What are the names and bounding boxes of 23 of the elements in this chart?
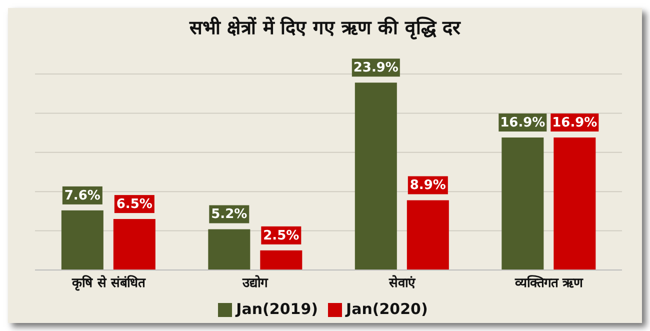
x-tick-label: उद्योग [242, 275, 269, 292]
data-label: 23.9% [353, 60, 398, 76]
x-tick-label: सेवाएं [388, 275, 416, 292]
data-label: 16.9% [500, 116, 546, 131]
data-label: 8.9% [410, 178, 446, 194]
bar [260, 250, 302, 270]
chart-title: सभी क्षेत्रों में दिए गए ऋण की वृद्धि दर [188, 16, 462, 42]
legend-label: Jan(2020) [346, 300, 428, 318]
bar [208, 229, 250, 270]
bar [113, 219, 156, 270]
x-tick-label: कृषि से संबंधित [70, 275, 146, 292]
bar [554, 138, 596, 270]
bar [61, 210, 104, 270]
bar [354, 82, 397, 270]
data-label: 7.6% [64, 188, 100, 204]
data-label: 5.2% [211, 207, 248, 222]
data-label: 16.9% [552, 116, 598, 131]
x-tick-label: व्यक्तिगत ऋण [514, 275, 584, 292]
bar [406, 200, 449, 270]
data-label: 6.5% [116, 197, 152, 212]
legend-label: Jan(2019) [236, 300, 318, 318]
data-label: 2.5% [263, 228, 300, 244]
bar [502, 138, 544, 270]
